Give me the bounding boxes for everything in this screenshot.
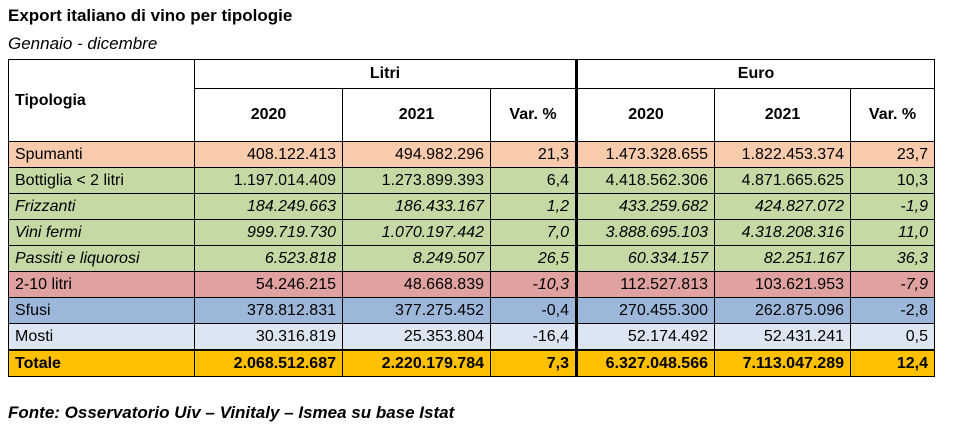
row-value: 7.113.047.289 bbox=[714, 349, 851, 377]
row-label: 2-10 litri bbox=[8, 271, 195, 298]
row-value: 30.316.819 bbox=[194, 323, 343, 351]
row-value: 186.433.167 bbox=[342, 193, 491, 220]
row-value: 11,0 bbox=[850, 219, 935, 246]
header-tipologia: Tipologia bbox=[8, 59, 195, 142]
row-value: 2.068.512.687 bbox=[194, 349, 343, 377]
page-title: Export italiano di vino per tipologie bbox=[8, 6, 293, 25]
row-value: -2,8 bbox=[850, 297, 935, 324]
row-value: 1.070.197.442 bbox=[342, 219, 491, 246]
table-row: Spumanti 408.122.413 494.982.296 21,3 1.473.… bbox=[8, 141, 935, 168]
row-value: 3.888.695.103 bbox=[575, 219, 715, 246]
table-row: Passiti e liquorosi 6.523.818 8.249.507 26,… bbox=[8, 245, 935, 272]
row-label: Spumanti bbox=[8, 141, 195, 168]
row-value: 23,7 bbox=[850, 141, 935, 168]
page-subtitle: Gennaio - dicembre bbox=[8, 34, 158, 53]
row-value: -1,9 bbox=[850, 193, 935, 220]
row-label: Bottiglia < 2 litri bbox=[8, 167, 195, 194]
row-value: -7,9 bbox=[850, 271, 935, 298]
row-value: 6.523.818 bbox=[194, 245, 343, 272]
header-litri-2021: 2021 bbox=[342, 88, 491, 142]
row-value: 270.455.300 bbox=[575, 297, 715, 324]
row-label: Mosti bbox=[8, 323, 195, 351]
row-value: 1.197.014.409 bbox=[194, 167, 343, 194]
row-value: 52.174.492 bbox=[575, 323, 715, 351]
row-value: 408.122.413 bbox=[194, 141, 343, 168]
header-litri-var: Var. % bbox=[490, 88, 577, 142]
row-value: -0,4 bbox=[490, 297, 577, 324]
row-value: 184.249.663 bbox=[194, 193, 343, 220]
row-label: Sfusi bbox=[8, 297, 195, 324]
row-value: 54.246.215 bbox=[194, 271, 343, 298]
row-label: Frizzanti bbox=[8, 193, 195, 220]
row-value: 7,0 bbox=[490, 219, 577, 246]
table-row: Totale 2.068.512.687 2.220.179.784 7,3 6.327… bbox=[8, 349, 935, 377]
row-value: -16,4 bbox=[490, 323, 577, 351]
row-value: 6,4 bbox=[490, 167, 577, 194]
row-value: 4.871.665.625 bbox=[714, 167, 851, 194]
row-value: 25.353.804 bbox=[342, 323, 491, 351]
header-group-euro: Euro bbox=[575, 59, 935, 89]
row-value: 26,5 bbox=[490, 245, 577, 272]
row-value: 8.249.507 bbox=[342, 245, 491, 272]
row-value: 7,3 bbox=[490, 349, 577, 377]
row-value: 1.273.899.393 bbox=[342, 167, 491, 194]
header-euro-2020: 2020 bbox=[575, 88, 715, 142]
row-value: 60.334.157 bbox=[575, 245, 715, 272]
row-value: 999.719.730 bbox=[194, 219, 343, 246]
row-value: 10,3 bbox=[850, 167, 935, 194]
row-value: 262.875.096 bbox=[714, 297, 851, 324]
row-label: Totale bbox=[8, 349, 195, 377]
row-value: 377.275.452 bbox=[342, 297, 491, 324]
row-value: 4.318.208.316 bbox=[714, 219, 851, 246]
row-value: 1.473.328.655 bbox=[575, 141, 715, 168]
row-value: 112.527.813 bbox=[575, 271, 715, 298]
row-value: 21,3 bbox=[490, 141, 577, 168]
row-value: 36,3 bbox=[850, 245, 935, 272]
row-value: 378.812.831 bbox=[194, 297, 343, 324]
table-body: Spumanti 408.122.413 494.982.296 21,3 1.473.… bbox=[8, 141, 935, 377]
table-row: Mosti 30.316.819 25.353.804 -16,4 52.174.492… bbox=[8, 323, 935, 351]
row-value: 4.418.562.306 bbox=[575, 167, 715, 194]
table-row: Bottiglia < 2 litri 1.197.014.409 1.273.89… bbox=[8, 167, 935, 194]
row-value: 0,5 bbox=[850, 323, 935, 351]
source-note: Fonte: Osservatorio Uiv – Vinitaly – Ism… bbox=[8, 403, 455, 422]
table-row: Frizzanti 184.249.663 186.433.167 1,2 433.25… bbox=[8, 193, 935, 220]
row-value: 433.259.682 bbox=[575, 193, 715, 220]
row-value: 1.822.453.374 bbox=[714, 141, 851, 168]
header-group-litri: Litri bbox=[194, 59, 577, 89]
header-euro-2021: 2021 bbox=[714, 88, 851, 142]
table-row: 2-10 litri 54.246.215 48.668.839 -10,3 112.5… bbox=[8, 271, 935, 298]
table-row: Sfusi 378.812.831 377.275.452 -0,4 270.455.3… bbox=[8, 297, 935, 324]
header-litri-2020: 2020 bbox=[194, 88, 343, 142]
table-row: Vini fermi 999.719.730 1.070.197.442 7,0 3.8… bbox=[8, 219, 935, 246]
row-value: 52.431.241 bbox=[714, 323, 851, 351]
row-value: 424.827.072 bbox=[714, 193, 851, 220]
row-value: 82.251.167 bbox=[714, 245, 851, 272]
row-value: 48.668.839 bbox=[342, 271, 491, 298]
row-label: Passiti e liquorosi bbox=[8, 245, 195, 272]
row-value: 6.327.048.566 bbox=[575, 349, 715, 377]
row-label: Vini fermi bbox=[8, 219, 195, 246]
row-value: 494.982.296 bbox=[342, 141, 491, 168]
row-value: 2.220.179.784 bbox=[342, 349, 491, 377]
row-value: 12,4 bbox=[850, 349, 935, 377]
header-euro-var: Var. % bbox=[850, 88, 935, 142]
row-value: -10,3 bbox=[490, 271, 577, 298]
export-table: Tipologia Litri Euro 2020 2021 Var. % 20… bbox=[8, 59, 935, 377]
row-value: 103.621.953 bbox=[714, 271, 851, 298]
row-value: 1,2 bbox=[490, 193, 577, 220]
